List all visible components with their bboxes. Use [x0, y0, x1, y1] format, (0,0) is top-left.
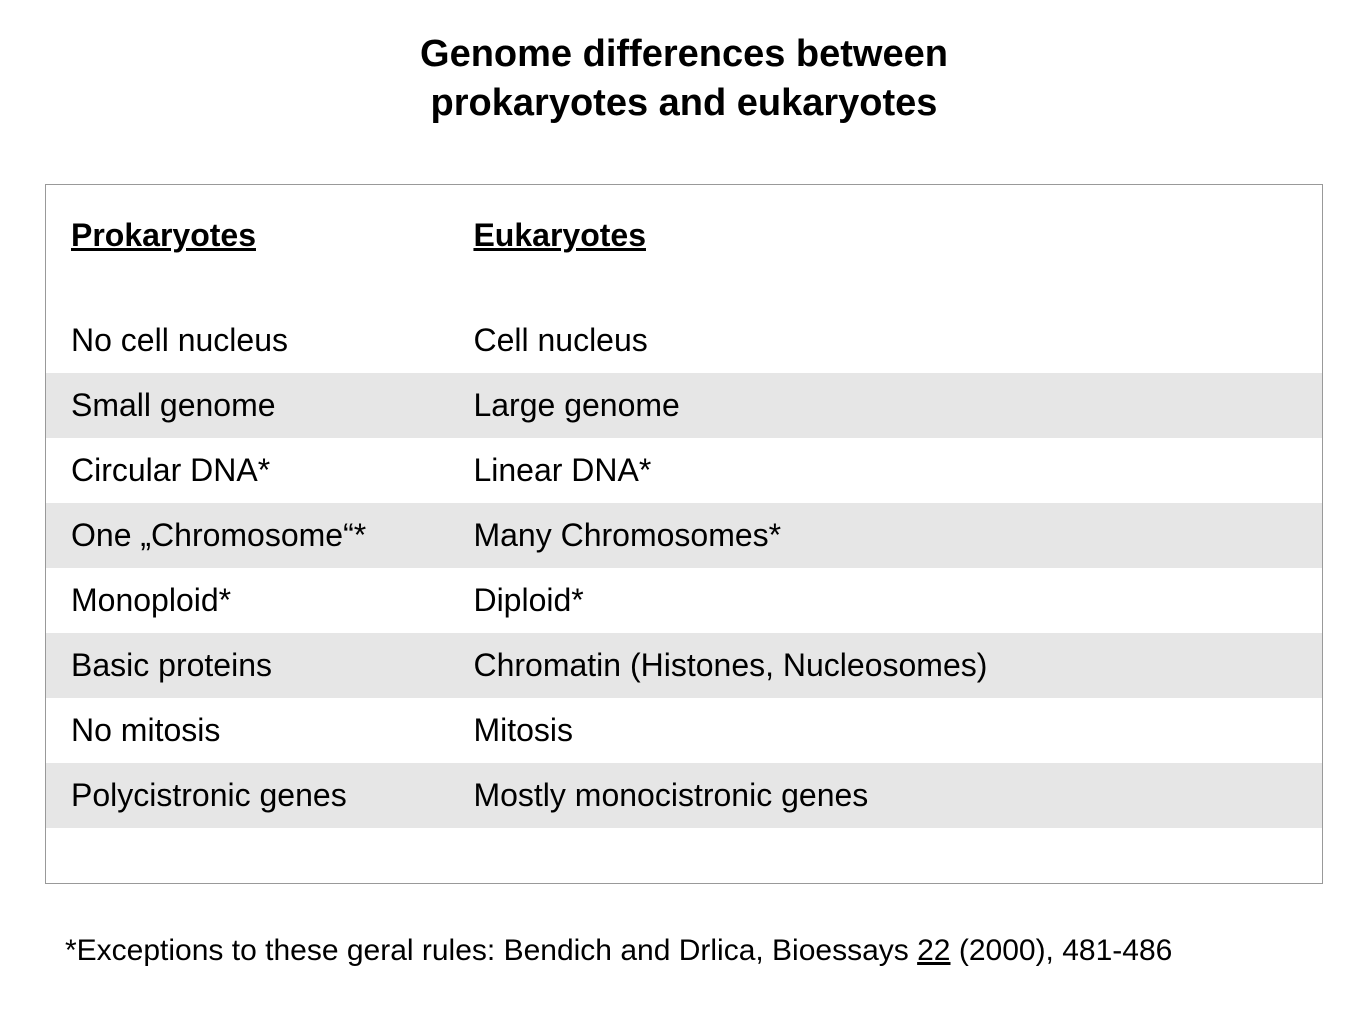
footnote-suffix: (2000), 481-486: [951, 934, 1173, 967]
cell-eukaryote: Many Chromosomes*: [473, 503, 1322, 568]
cell-prokaryote: No mitosis: [46, 698, 473, 763]
cell-prokaryote: Monoploid*: [46, 568, 473, 633]
slide-page: Genome differences between prokaryotes a…: [0, 0, 1368, 1033]
header-eukaryotes: Eukaryotes: [473, 203, 1322, 268]
table-row: No mitosis Mitosis: [46, 698, 1322, 763]
table-row: Monoploid* Diploid*: [46, 568, 1322, 633]
cell-eukaryote: Large genome: [473, 373, 1322, 438]
cell-prokaryote: No cell nucleus: [46, 308, 473, 373]
table-row: No cell nucleus Cell nucleus: [46, 308, 1322, 373]
cell-prokaryote: Basic proteins: [46, 633, 473, 698]
cell-eukaryote: Diploid*: [473, 568, 1322, 633]
cell-prokaryote: One „Chromosome“*: [46, 503, 473, 568]
cell-eukaryote: Chromatin (Histones, Nucleosomes): [473, 633, 1322, 698]
footnote-volume: 22: [917, 934, 950, 967]
cell-prokaryote: Small genome: [46, 373, 473, 438]
table-header-row: Prokaryotes Eukaryotes: [46, 185, 1322, 278]
cell-eukaryote: Mitosis: [473, 698, 1322, 763]
footnote: *Exceptions to these geral rules: Bendic…: [65, 934, 1323, 968]
header-prokaryotes: Prokaryotes: [46, 203, 473, 268]
table-row-blank: [46, 828, 1322, 883]
table-row: Circular DNA* Linear DNA*: [46, 438, 1322, 503]
comparison-table: Prokaryotes Eukaryotes No cell nucleus C…: [45, 184, 1323, 884]
table-row: Basic proteins Chromatin (Histones, Nucl…: [46, 633, 1322, 698]
table-row: Small genome Large genome: [46, 373, 1322, 438]
title-line-2: prokaryotes and eukaryotes: [431, 82, 938, 124]
page-title: Genome differences between prokaryotes a…: [0, 30, 1368, 129]
cell-prokaryote: Polycistronic genes: [46, 763, 473, 828]
footnote-prefix: *Exceptions to these geral rules: Bendic…: [65, 934, 917, 967]
title-line-1: Genome differences between: [420, 33, 948, 75]
cell-eukaryote: Mostly monocistronic genes: [473, 763, 1322, 828]
cell-eukaryote: Cell nucleus: [473, 308, 1322, 373]
table-row: One „Chromosome“* Many Chromosomes*: [46, 503, 1322, 568]
cell-eukaryote: Linear DNA*: [473, 438, 1322, 503]
cell-prokaryote: Circular DNA*: [46, 438, 473, 503]
table-row: Polycistronic genes Mostly monocistronic…: [46, 763, 1322, 828]
